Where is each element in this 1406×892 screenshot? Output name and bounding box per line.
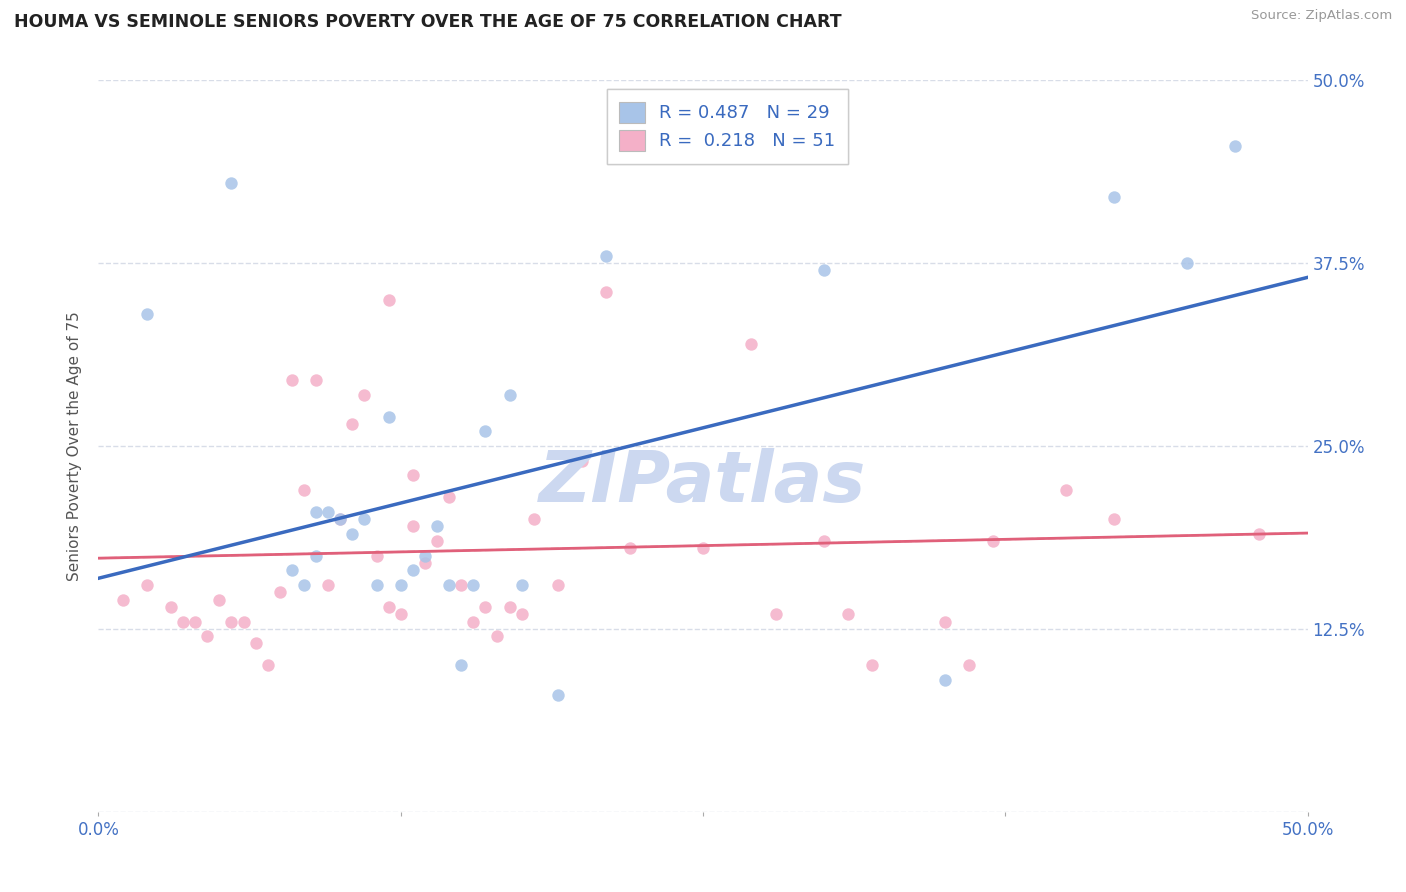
Point	[402, 519, 425, 533]
Point	[498, 599, 520, 614]
Point	[934, 673, 956, 687]
Point	[1102, 190, 1125, 204]
Point	[450, 658, 472, 673]
Point	[498, 388, 520, 402]
Point	[329, 512, 352, 526]
Point	[463, 578, 485, 592]
Point	[232, 615, 254, 629]
Point	[413, 549, 436, 563]
Point	[571, 453, 593, 467]
Point	[305, 373, 328, 387]
Y-axis label: Seniors Poverty Over the Age of 75: Seniors Poverty Over the Age of 75	[67, 311, 83, 581]
Point	[208, 592, 231, 607]
Point	[377, 293, 399, 307]
Point	[353, 512, 375, 526]
Point	[1175, 256, 1198, 270]
Point	[184, 615, 207, 629]
Point	[1054, 483, 1077, 497]
Point	[474, 425, 496, 439]
Point	[402, 468, 425, 483]
Point	[172, 615, 194, 629]
Point	[353, 388, 375, 402]
Point	[510, 578, 533, 592]
Point	[740, 336, 762, 351]
Point	[389, 607, 412, 622]
Point	[281, 373, 304, 387]
Point	[342, 417, 364, 431]
Point	[426, 534, 449, 549]
Point	[221, 176, 243, 190]
Point	[281, 563, 304, 577]
Point	[1102, 512, 1125, 526]
Point	[934, 615, 956, 629]
Point	[160, 599, 183, 614]
Point	[595, 249, 617, 263]
Point	[135, 307, 157, 321]
Point	[342, 526, 364, 541]
Point	[547, 578, 569, 592]
Point	[256, 658, 278, 673]
Point	[389, 578, 412, 592]
Point	[765, 607, 787, 622]
Point	[292, 483, 315, 497]
Point	[837, 607, 859, 622]
Point	[245, 636, 267, 650]
Point	[269, 585, 291, 599]
Point	[450, 578, 472, 592]
Point	[305, 549, 328, 563]
Point	[305, 505, 328, 519]
Point	[813, 263, 835, 277]
Point	[426, 519, 449, 533]
Legend: R = 0.487   N = 29, R =  0.218   N = 51: R = 0.487 N = 29, R = 0.218 N = 51	[606, 89, 848, 163]
Point	[413, 556, 436, 570]
Point	[316, 505, 339, 519]
Point	[547, 688, 569, 702]
Point	[316, 578, 339, 592]
Point	[595, 285, 617, 300]
Point	[486, 629, 509, 643]
Point	[813, 534, 835, 549]
Point	[437, 490, 460, 504]
Point	[437, 578, 460, 592]
Point	[692, 541, 714, 556]
Point	[523, 512, 546, 526]
Point	[329, 512, 352, 526]
Point	[111, 592, 134, 607]
Point	[510, 607, 533, 622]
Point	[135, 578, 157, 592]
Point	[292, 578, 315, 592]
Point	[1223, 139, 1246, 153]
Point	[195, 629, 218, 643]
Text: ZIPatlas: ZIPatlas	[540, 448, 866, 517]
Point	[981, 534, 1004, 549]
Point	[402, 563, 425, 577]
Point	[463, 615, 485, 629]
Point	[619, 541, 641, 556]
Point	[221, 615, 243, 629]
Point	[1249, 526, 1271, 541]
Point	[474, 599, 496, 614]
Text: HOUMA VS SEMINOLE SENIORS POVERTY OVER THE AGE OF 75 CORRELATION CHART: HOUMA VS SEMINOLE SENIORS POVERTY OVER T…	[14, 13, 842, 31]
Point	[957, 658, 980, 673]
Point	[366, 549, 388, 563]
Text: Source: ZipAtlas.com: Source: ZipAtlas.com	[1251, 9, 1392, 22]
Point	[377, 599, 399, 614]
Point	[860, 658, 883, 673]
Point	[366, 578, 388, 592]
Point	[377, 409, 399, 424]
